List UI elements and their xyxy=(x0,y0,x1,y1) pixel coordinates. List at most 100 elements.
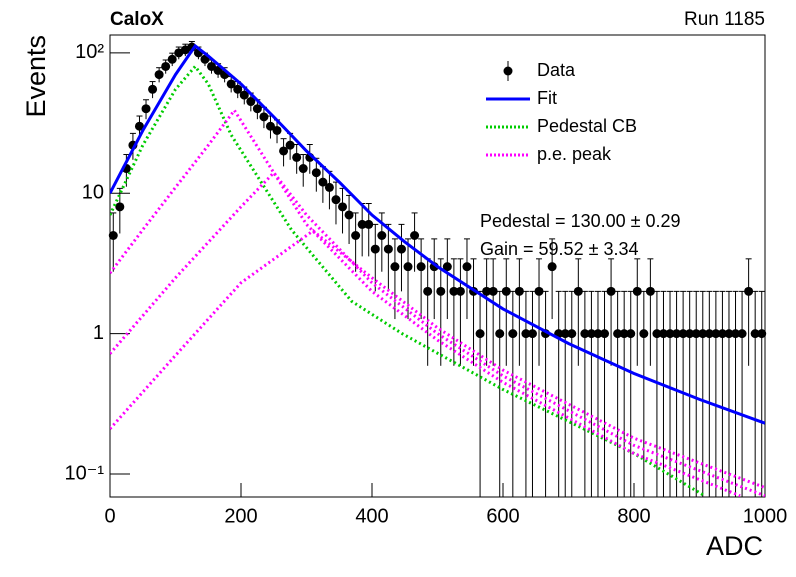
data-point xyxy=(678,329,688,339)
data-point xyxy=(567,329,577,339)
data-point xyxy=(226,79,236,89)
y-tick-label: 1 xyxy=(93,322,104,344)
y-tick-label: 10² xyxy=(75,41,104,63)
fit-line xyxy=(110,64,706,497)
data-point xyxy=(619,329,629,339)
data-point xyxy=(239,90,249,100)
x-axis-label: ADC xyxy=(706,531,763,561)
data-point xyxy=(324,182,334,192)
data-point xyxy=(527,329,537,339)
chart-subtitle: Run 1185 xyxy=(684,9,765,30)
y-tick-label: 10⁻¹ xyxy=(65,462,105,484)
legend-label: Pedestal CB xyxy=(537,116,637,136)
data-point xyxy=(757,329,767,339)
legend-label: Fit xyxy=(537,88,557,108)
data-point xyxy=(449,286,459,296)
annotation: Pedestal = 130.00 ± 0.29 xyxy=(480,211,681,231)
data-point xyxy=(658,329,668,339)
data-point xyxy=(167,54,177,64)
data-point xyxy=(292,152,302,162)
data-point xyxy=(717,329,727,339)
data-point xyxy=(600,329,610,339)
data-point xyxy=(672,329,682,339)
data-point xyxy=(639,329,649,339)
data-point xyxy=(115,202,125,212)
data-point xyxy=(613,329,623,339)
data-point xyxy=(246,97,256,107)
data-point xyxy=(436,286,446,296)
plot-frame xyxy=(109,34,766,498)
data-point xyxy=(685,329,695,339)
data-point xyxy=(357,219,367,229)
data-point xyxy=(534,286,544,296)
data-point xyxy=(403,262,413,272)
data-point xyxy=(442,262,452,272)
data-point xyxy=(396,244,406,254)
data-point xyxy=(665,329,675,339)
x-tick-label: 1000 xyxy=(743,505,788,527)
x-tick-label: 200 xyxy=(224,505,257,527)
data-point xyxy=(134,121,144,131)
data-point xyxy=(501,286,511,296)
data-point xyxy=(351,230,361,240)
data-point xyxy=(698,329,708,339)
data-point xyxy=(514,286,524,296)
data-point xyxy=(521,329,531,339)
data-point xyxy=(711,329,721,339)
data-point xyxy=(508,329,518,339)
data-point xyxy=(455,286,465,296)
data-point xyxy=(462,262,472,272)
data-point xyxy=(370,244,380,254)
data-point xyxy=(252,104,262,114)
x-tick-label: 400 xyxy=(355,505,388,527)
y-axis-label: Events xyxy=(21,35,51,118)
data-point xyxy=(154,70,164,80)
data-point xyxy=(311,168,321,178)
fit-line xyxy=(110,43,765,425)
data-point xyxy=(704,329,714,339)
data-point xyxy=(626,329,636,339)
data-point xyxy=(416,262,426,272)
fit-line xyxy=(110,170,765,497)
legend-label: p.e. peak xyxy=(537,144,612,164)
legend-marker xyxy=(503,66,513,76)
fit-line xyxy=(110,228,765,490)
data-point xyxy=(148,84,158,94)
data-point xyxy=(724,329,734,339)
data-point xyxy=(410,230,420,240)
data-point xyxy=(652,329,662,339)
data-point xyxy=(338,202,348,212)
data-point xyxy=(383,244,393,254)
data-point xyxy=(737,329,747,339)
data-point xyxy=(298,164,308,174)
annotation: Gain = 59.52 ± 3.34 xyxy=(480,239,639,259)
data-point xyxy=(750,329,760,339)
legend-label: Data xyxy=(537,60,576,80)
x-tick-label: 800 xyxy=(617,505,650,527)
data-point xyxy=(207,61,217,71)
data-point xyxy=(344,210,354,220)
data-point xyxy=(265,121,275,131)
data-point xyxy=(285,140,295,150)
data-point xyxy=(488,286,498,296)
data-point xyxy=(645,286,655,296)
data-point xyxy=(161,61,171,71)
data-point xyxy=(691,329,701,339)
data-point xyxy=(390,262,400,272)
data-point xyxy=(586,329,596,339)
data-point xyxy=(744,286,754,296)
y-tick-label: 10 xyxy=(82,182,104,204)
data-point xyxy=(580,329,590,339)
chart-title: CaloX xyxy=(110,9,164,30)
data-point xyxy=(331,195,341,205)
data-point xyxy=(560,329,570,339)
x-tick-label: 0 xyxy=(104,505,115,527)
data-point xyxy=(377,230,387,240)
data-point xyxy=(141,104,151,114)
data-point xyxy=(364,219,374,229)
data-point xyxy=(233,84,243,94)
data-point xyxy=(606,286,616,296)
data-point xyxy=(573,286,583,296)
data-point xyxy=(495,329,505,339)
